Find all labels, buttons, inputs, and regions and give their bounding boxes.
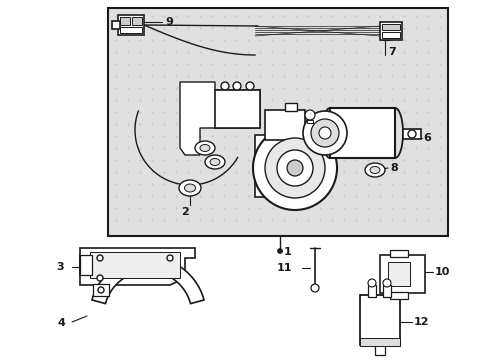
Circle shape — [167, 255, 173, 261]
Bar — [285, 103, 296, 111]
Circle shape — [221, 82, 228, 90]
Ellipse shape — [195, 141, 215, 155]
Bar — [306, 120, 312, 123]
Text: 7: 7 — [387, 47, 395, 57]
Circle shape — [232, 82, 241, 90]
Circle shape — [286, 160, 303, 176]
Circle shape — [303, 111, 346, 155]
Circle shape — [97, 255, 103, 261]
Circle shape — [277, 248, 282, 253]
Text: 5: 5 — [180, 109, 187, 119]
Circle shape — [305, 110, 314, 120]
Bar — [359, 295, 399, 345]
Text: 8: 8 — [389, 163, 397, 173]
Bar — [132, 17, 142, 25]
Bar — [359, 338, 399, 346]
Circle shape — [97, 275, 103, 281]
Text: 1: 1 — [284, 247, 291, 257]
Bar — [90, 252, 180, 278]
Bar — [379, 255, 424, 293]
Polygon shape — [180, 82, 260, 155]
Bar — [118, 15, 143, 35]
Circle shape — [245, 82, 253, 90]
Circle shape — [382, 279, 390, 287]
Ellipse shape — [209, 158, 220, 166]
Bar — [120, 27, 142, 33]
Bar — [264, 110, 305, 140]
Text: 2: 2 — [181, 207, 188, 217]
Circle shape — [310, 119, 338, 147]
Circle shape — [276, 150, 312, 186]
Bar — [80, 255, 92, 275]
Circle shape — [264, 138, 325, 198]
Ellipse shape — [179, 180, 201, 196]
Bar — [382, 285, 390, 297]
Bar — [381, 24, 399, 30]
Text: 12: 12 — [413, 317, 428, 327]
Circle shape — [367, 279, 375, 287]
Circle shape — [318, 127, 330, 139]
Bar — [374, 345, 384, 355]
Ellipse shape — [184, 184, 195, 192]
Bar — [93, 284, 109, 296]
Bar — [367, 285, 375, 297]
Bar — [215, 90, 260, 128]
Bar — [379, 22, 401, 40]
Ellipse shape — [369, 166, 379, 174]
Text: 4: 4 — [57, 318, 65, 328]
Bar — [402, 129, 420, 139]
Circle shape — [310, 284, 318, 292]
Text: 3: 3 — [56, 262, 64, 272]
Ellipse shape — [200, 144, 209, 152]
Text: 9: 9 — [164, 17, 173, 27]
Bar — [381, 32, 399, 38]
Bar — [329, 108, 394, 158]
Ellipse shape — [204, 155, 224, 169]
Bar — [108, 8, 447, 236]
Text: 6: 6 — [422, 133, 430, 143]
Bar — [389, 250, 407, 257]
Polygon shape — [92, 257, 203, 303]
Polygon shape — [80, 248, 195, 285]
Circle shape — [252, 126, 336, 210]
Bar — [254, 135, 305, 197]
Bar — [389, 292, 407, 299]
Text: 11: 11 — [276, 263, 291, 273]
Circle shape — [407, 130, 415, 138]
Bar — [112, 21, 120, 29]
Text: 10: 10 — [434, 267, 449, 277]
Ellipse shape — [364, 163, 384, 177]
Bar — [387, 262, 409, 286]
Bar — [120, 17, 130, 25]
Circle shape — [98, 287, 104, 293]
